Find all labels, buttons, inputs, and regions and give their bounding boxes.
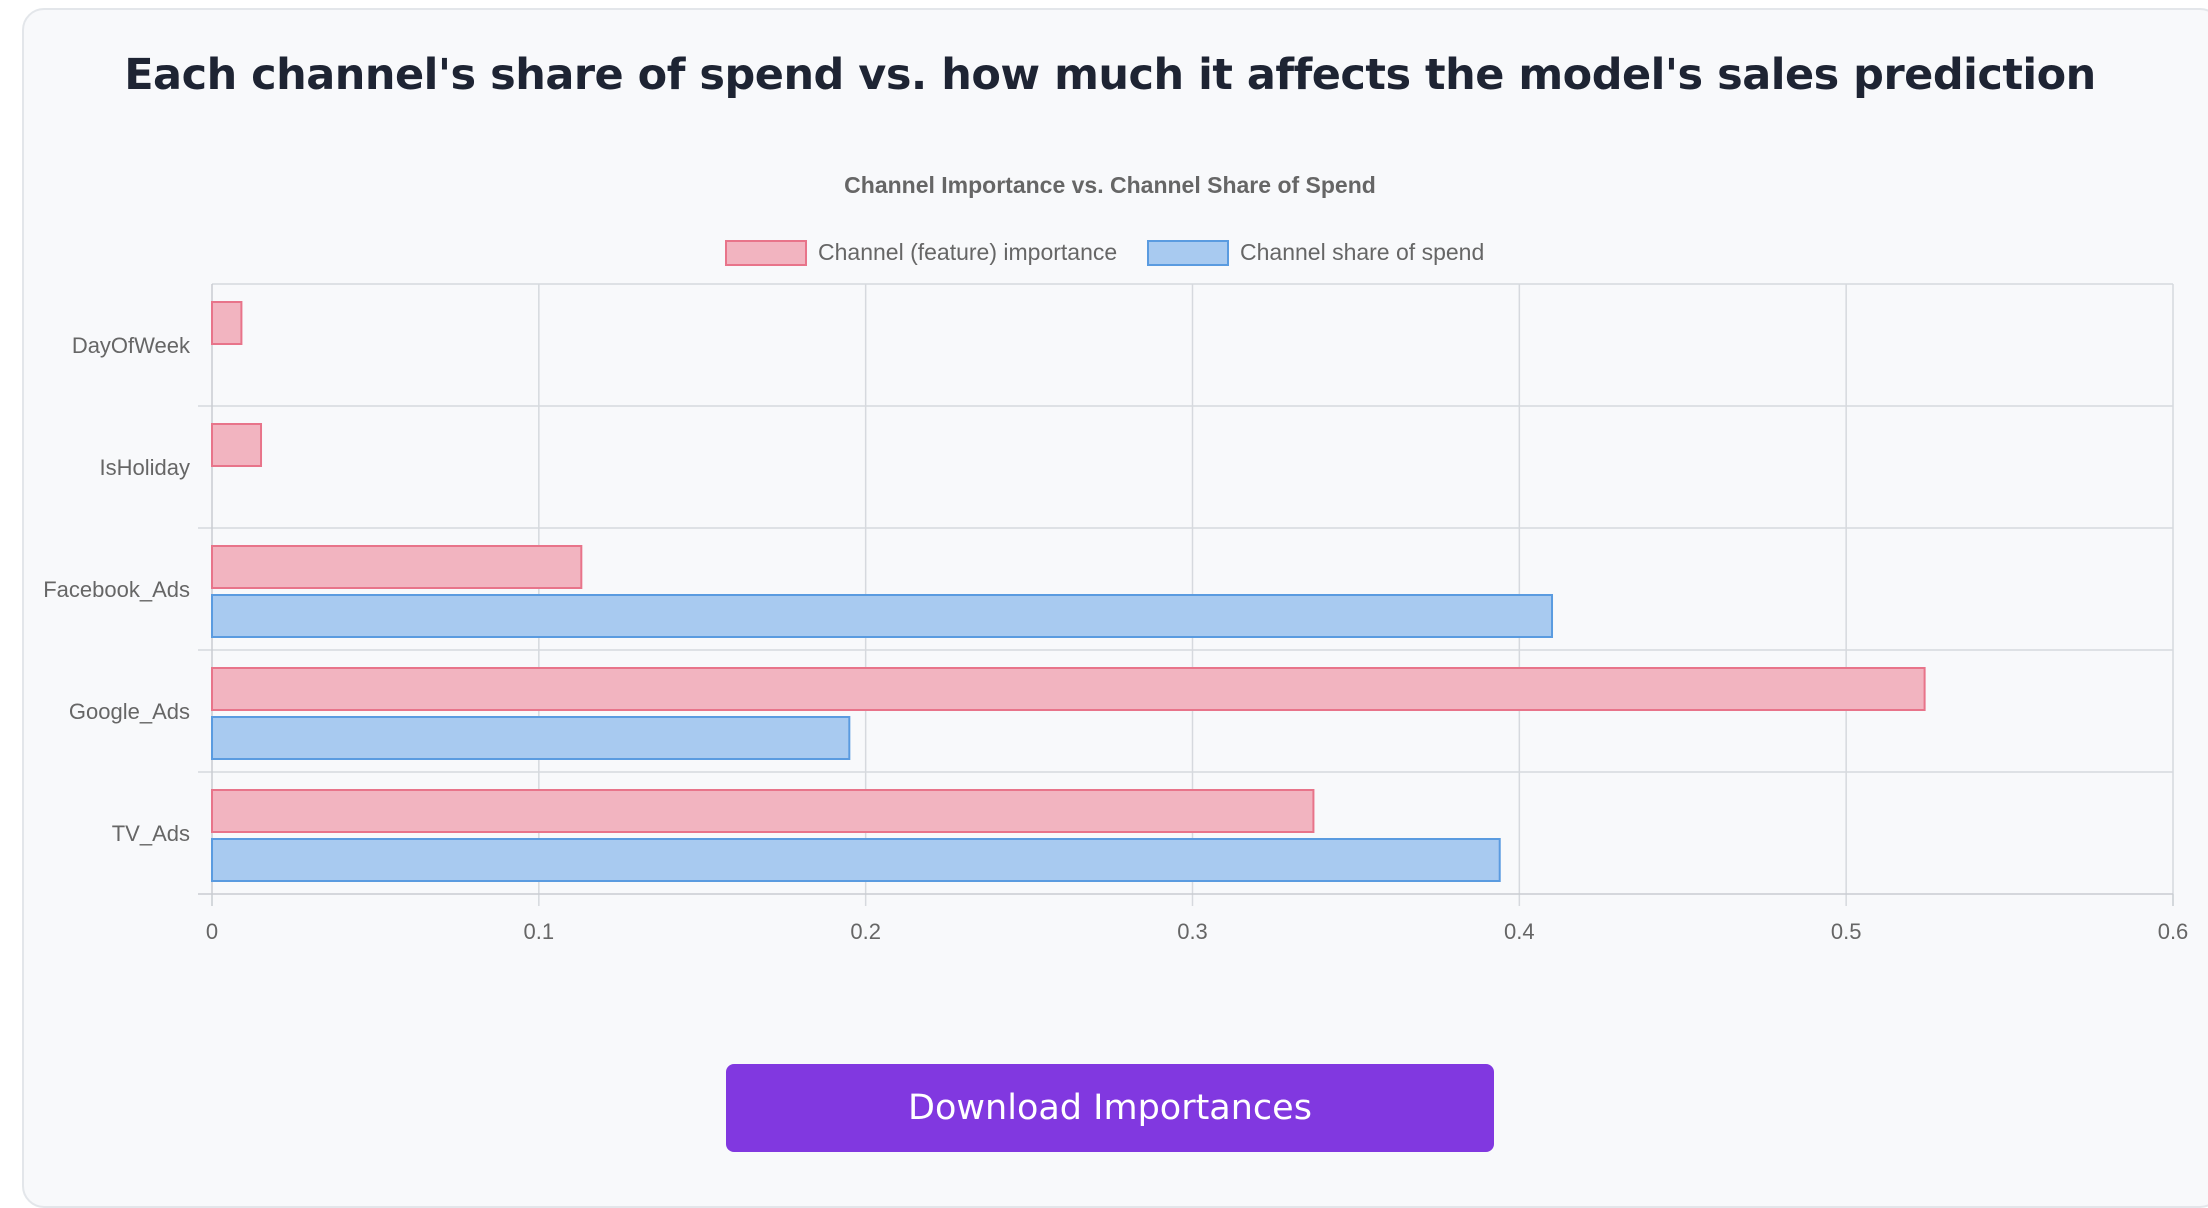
legend-swatch [1147, 240, 1229, 266]
importance-bar [211, 545, 583, 589]
x-tick-label: 0.6 [2158, 919, 2189, 944]
legend-swatch [725, 240, 807, 266]
spend-share-bar [211, 594, 1554, 638]
y-category-label: DayOfWeek [72, 333, 191, 358]
x-tick-label: 0.1 [524, 919, 555, 944]
x-tick-label: 0 [206, 919, 218, 944]
importance-bar [211, 667, 1926, 711]
x-tick-label: 0.4 [1504, 919, 1535, 944]
y-category-label: Google_Ads [69, 699, 190, 724]
spend-share-bar [211, 716, 851, 760]
importance-bar [211, 301, 243, 345]
y-category-label: IsHoliday [100, 455, 190, 480]
y-category-label: Facebook_Ads [43, 577, 190, 602]
chart-title: Channel Importance vs. Channel Share of … [844, 172, 1376, 198]
importance-bar [211, 423, 263, 467]
importance-bar [211, 789, 1315, 833]
x-tick-label: 0.3 [1177, 919, 1208, 944]
legend-label: Channel (feature) importance [818, 239, 1117, 265]
download-importances-button[interactable]: Download Importances [726, 1064, 1494, 1152]
page-title: Each channel's share of spend vs. how mu… [124, 50, 2096, 100]
spend-share-bar [211, 838, 1501, 882]
x-tick-label: 0.2 [850, 919, 881, 944]
importance-chart: 0 0.1 0.2 0.3 0.4 0.5 0.6 DayOfWeek IsHoliday Fac… [43, 172, 2189, 944]
y-category-label: TV_Ads [112, 821, 190, 846]
legend-label: Channel share of spend [1240, 239, 1484, 265]
x-tick-label: 0.5 [1831, 919, 1862, 944]
